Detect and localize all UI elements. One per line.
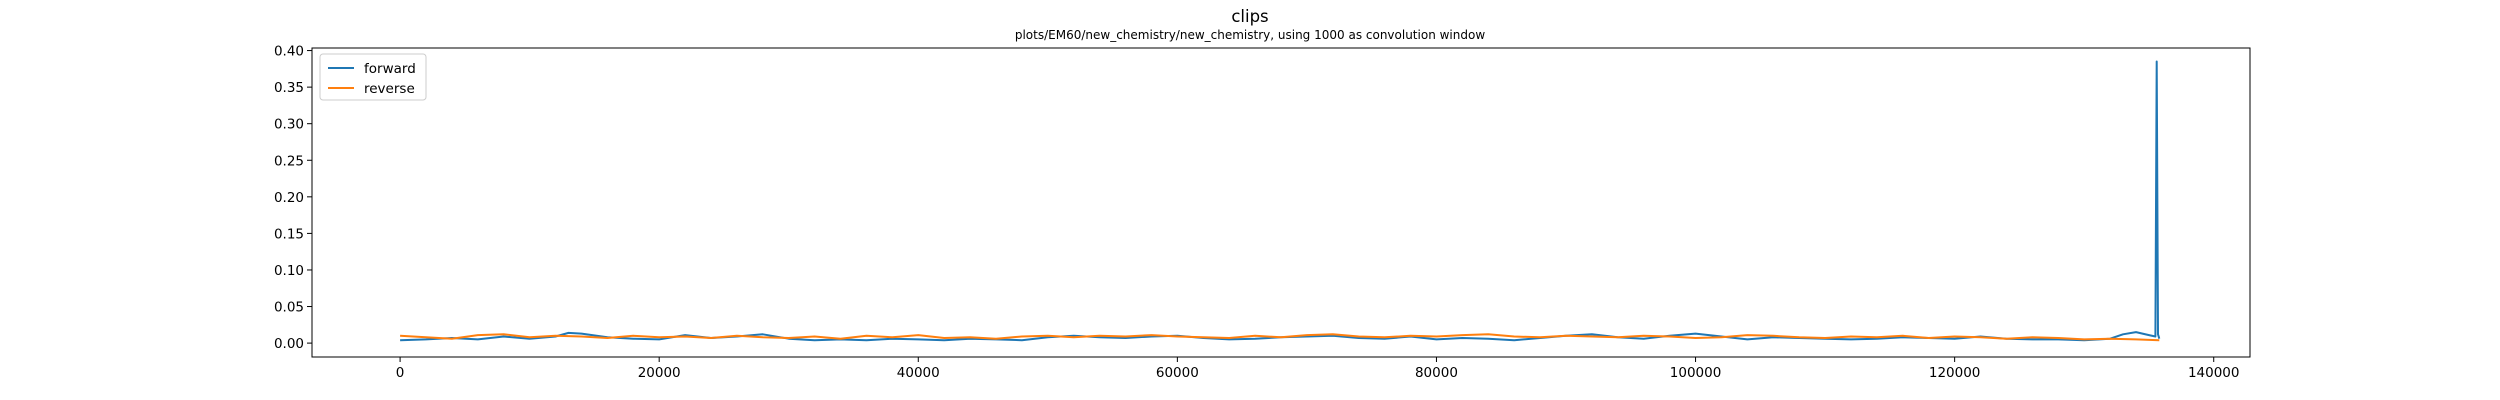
x-tick-label: 60000 (1156, 365, 1199, 381)
x-axis: 0 20000 40000 60000 80000 100000 120000 140000 (396, 357, 2240, 381)
y-tick-label: 0.05 (274, 300, 304, 316)
plot-area (311, 47, 2251, 358)
x-tick-label: 40000 (897, 365, 940, 381)
y-tick-label: 0.00 (274, 336, 304, 352)
legend-label-reverse: reverse (364, 81, 415, 97)
y-tick-label: 0.30 (274, 117, 304, 133)
legend: forward reverse (319, 53, 427, 101)
y-tick-label: 0.35 (274, 80, 304, 96)
series-line-reverse (400, 333, 2160, 342)
y-tick-label: 0.20 (274, 190, 304, 206)
x-tick-label: 80000 (1415, 365, 1458, 381)
x-tick-label: 0 (396, 365, 405, 381)
x-tick-label: 140000 (2188, 365, 2240, 381)
series-layer (400, 60, 2161, 342)
chart-title: clips (1231, 7, 1268, 26)
y-axis: 0.00 0.05 0.10 0.15 0.20 0.25 0.30 0.35 0.40 (274, 44, 312, 352)
chart-subtitle: plots/EM60/new_chemistry/new_chemistry, … (1015, 28, 1485, 42)
y-tick-label: 0.25 (274, 153, 304, 169)
x-tick-label: 100000 (1670, 365, 1722, 381)
y-tick-label: 0.10 (274, 263, 304, 279)
x-tick-label: 20000 (638, 365, 681, 381)
axes-frame (311, 47, 2251, 358)
legend-label-forward: forward (364, 61, 416, 77)
series-line-forward (400, 60, 2161, 342)
y-tick-label: 0.40 (274, 44, 304, 60)
y-tick-label: 0.15 (274, 226, 304, 242)
x-tick-label: 120000 (1929, 365, 1981, 381)
